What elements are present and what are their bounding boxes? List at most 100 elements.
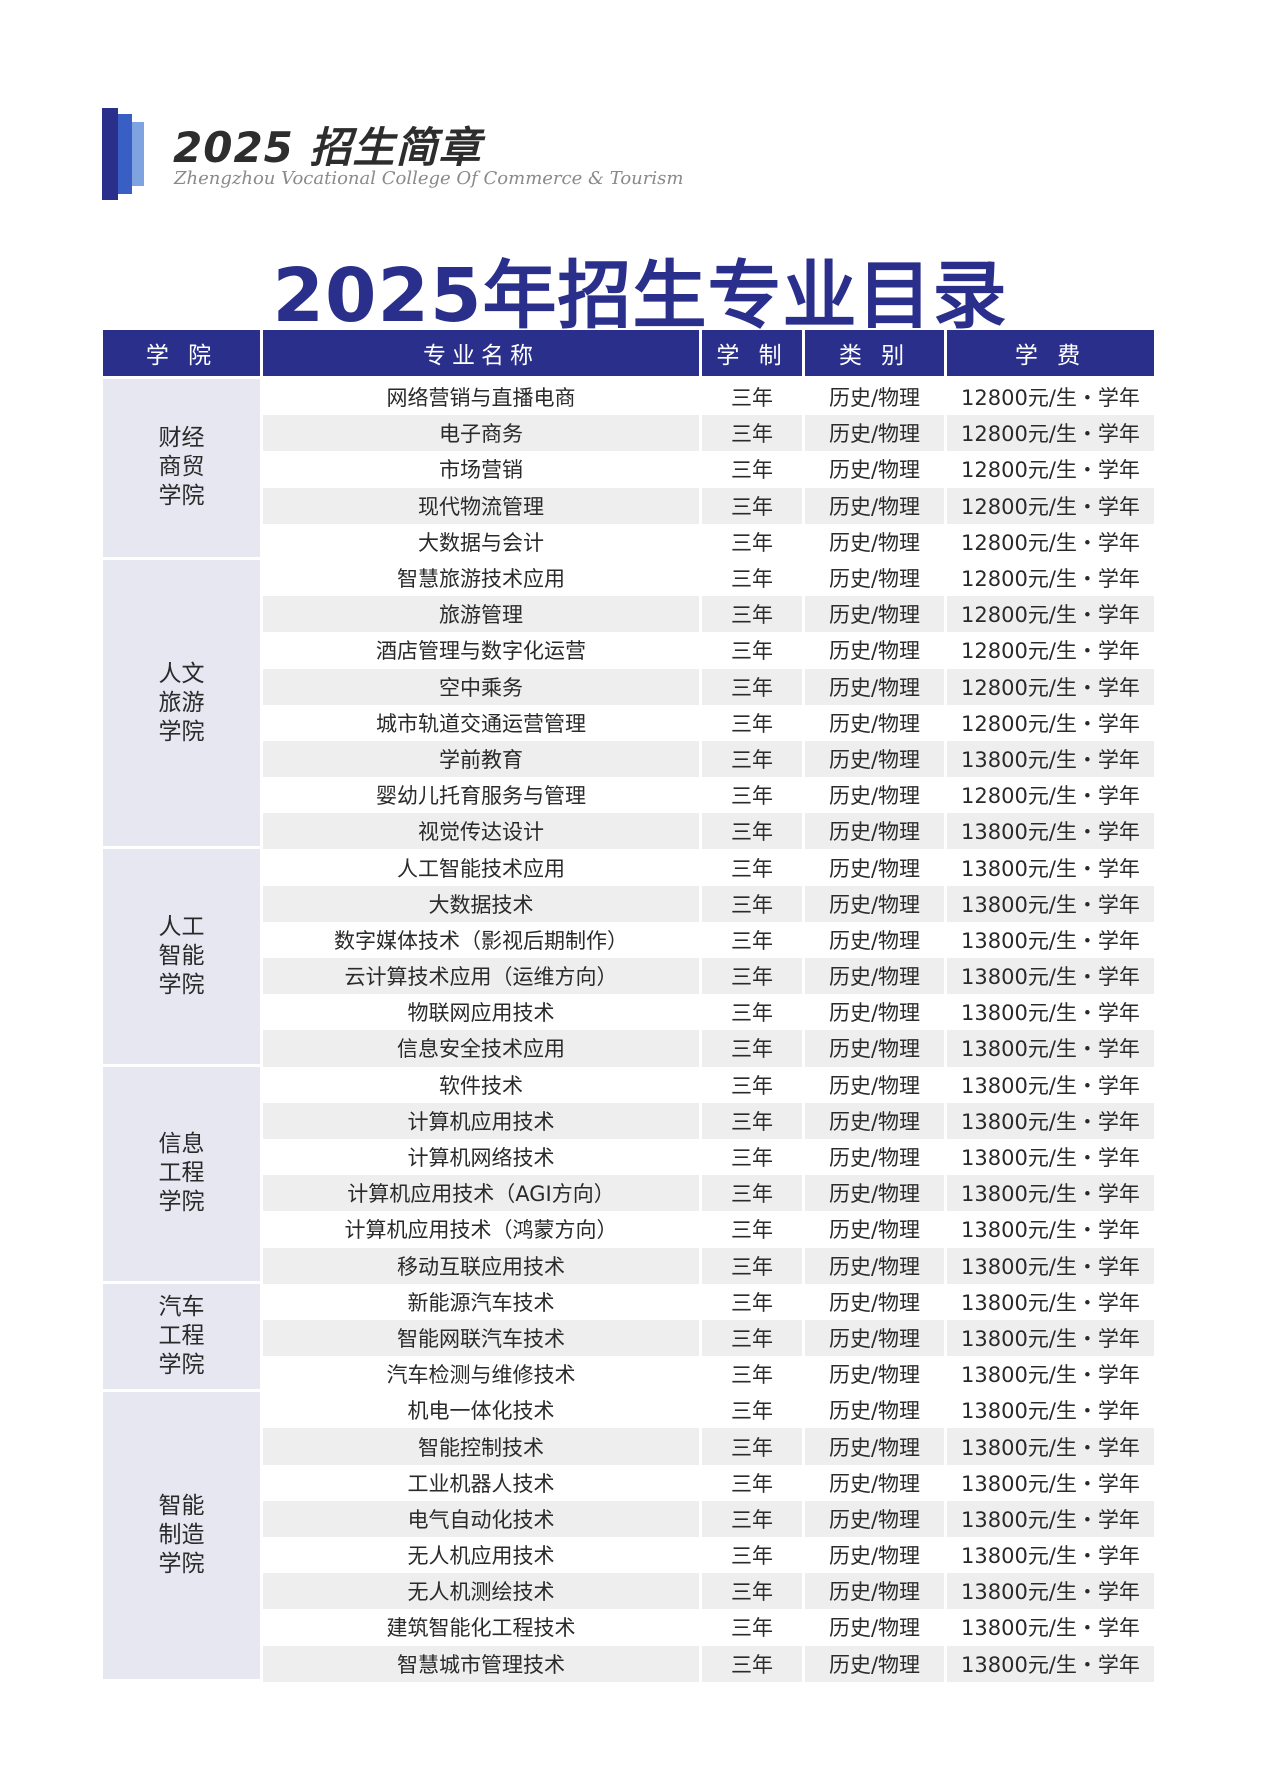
category-cell: 历史/物理 <box>828 530 921 555</box>
college-group: 汽车工程学院 新能源汽车技术 三年 历史/物理 13800元/生・学年 智能网联汽车技术三… <box>103 1283 1154 1393</box>
category-cell: 历史/物理 <box>805 813 944 850</box>
duration-cell: 三年 <box>702 1645 802 1682</box>
logo-bar-mid <box>118 114 132 194</box>
duration-cell: 三年 <box>702 487 802 524</box>
major-name-cell: 网络营销与直播电商 <box>386 386 576 411</box>
category-cell: 历史/物理 <box>828 928 921 953</box>
duration-cell: 三年 <box>702 740 802 778</box>
college-rows: 网络营销与直播电商 三年 历史/物理 12800元/生・学年 电子商务 三年 历史/物理 12… <box>263 379 1154 560</box>
tuition-cell: 13800元/生・学年 <box>961 1399 1140 1424</box>
major-name-cell: 建筑智能化工程技术 <box>386 1616 576 1641</box>
table-row: 智慧城市管理技术 三年 历史/物理 13800元/生・学年 <box>263 1645 1154 1682</box>
table-row: 大数据与会计 三年 历史/物理 12800元/生・学年 <box>263 524 1154 560</box>
college-name: 人工智能学院 <box>158 914 205 998</box>
college-rows: 软件技术 三年 历史/物理 13800元/生・学年 计算机应用技术 三年 历史/物理 1380… <box>263 1067 1154 1284</box>
duration-cell: 三年 <box>731 1290 773 1315</box>
major-name-cell: 智慧旅游技术应用 <box>397 567 565 592</box>
table-row: 旅游管理 三年 历史/物理 12800元/生・学年 <box>263 596 1154 633</box>
tuition-cell: 12800元/生・学年 <box>961 458 1140 483</box>
duration-cell: 三年 <box>731 1399 773 1424</box>
major-name-cell: 智能网联汽车技术 <box>263 1319 699 1357</box>
college-group: 人工智能学院 人工智能技术应用 三年 历史/物理 13800元/生・学年 大数据技术 三年历… <box>103 849 1154 1067</box>
table-header: 学 院 专业名称 学 制 类 别 学 费 <box>103 330 1154 376</box>
category-cell: 历史/物理 <box>805 1500 944 1537</box>
major-name-cell: 机电一体化技术 <box>407 1399 555 1424</box>
tuition-cell: 13800元/生・学年 <box>961 1146 1140 1171</box>
tuition-cell: 13800元/生・学年 <box>947 885 1154 922</box>
logo-bar-light <box>132 122 144 186</box>
category-cell: 历史/物理 <box>805 1175 944 1212</box>
tuition-cell: 12800元/生・学年 <box>947 415 1154 452</box>
duration-cell: 三年 <box>731 458 773 483</box>
tuition-cell: 13800元/生・学年 <box>947 1428 1154 1465</box>
tuition-cell: 13800元/生・学年 <box>961 1001 1140 1026</box>
duration-cell: 三年 <box>702 885 802 922</box>
duration-cell: 三年 <box>731 1616 773 1641</box>
table-body: 财经商贸学院 网络营销与直播电商 三年 历史/物理 12800元/生・学年 电子商务 三年历… <box>103 379 1154 1682</box>
college-cell: 智能制造学院 <box>103 1392 260 1679</box>
logo-bar-dark <box>102 108 118 200</box>
tuition-cell: 13800元/生・学年 <box>947 1319 1154 1357</box>
page-title: 2025年招生专业目录 <box>272 253 1008 339</box>
duration-cell: 三年 <box>702 958 802 995</box>
major-catalog-table: 学 院 专业名称 学 制 类 别 学 费 财经商贸学院 网络营销与直播电商 三年 历史… <box>103 330 1154 1682</box>
category-cell: 历史/物理 <box>828 711 921 736</box>
category-cell: 历史/物理 <box>828 1290 921 1315</box>
table-row: 智慧旅游技术应用 三年 历史/物理 12800元/生・学年 <box>263 560 1154 596</box>
tuition-cell: 12800元/生・学年 <box>961 530 1140 555</box>
category-cell: 历史/物理 <box>805 1030 944 1067</box>
tuition-cell: 12800元/生・学年 <box>961 567 1140 592</box>
category-cell: 历史/物理 <box>805 1102 944 1139</box>
table-row: 视觉传达设计 三年 历史/物理 13800元/生・学年 <box>263 813 1154 850</box>
table-row: 网络营销与直播电商 三年 历史/物理 12800元/生・学年 <box>263 379 1154 415</box>
table-row: 机电一体化技术 三年 历史/物理 13800元/生・学年 <box>263 1392 1154 1428</box>
table-row: 空中乘务 三年 历史/物理 12800元/生・学年 <box>263 668 1154 705</box>
major-name-cell: 计算机网络技术 <box>407 1146 555 1171</box>
brand-subtitle: Zhengzhou Vocational College Of Commerce… <box>174 168 684 189</box>
duration-cell: 三年 <box>731 1471 773 1496</box>
duration-cell: 三年 <box>702 596 802 633</box>
tuition-cell: 12800元/生・学年 <box>947 596 1154 633</box>
category-cell: 历史/物理 <box>805 740 944 778</box>
major-name-cell: 无人机应用技术 <box>407 1544 555 1569</box>
major-name-cell: 大数据与会计 <box>418 530 544 555</box>
major-name-cell: 视觉传达设计 <box>263 813 699 850</box>
duration-cell: 三年 <box>702 1319 802 1357</box>
major-name-cell: 无人机测绘技术 <box>263 1573 699 1610</box>
college-cell: 财经商贸学院 <box>103 379 260 557</box>
college-cell: 人文旅游学院 <box>103 559 260 847</box>
major-name-cell: 酒店管理与数字化运营 <box>376 639 586 664</box>
brand-title: 2025 招生简章 <box>173 123 482 172</box>
major-name-cell: 城市轨道交通运营管理 <box>376 711 586 736</box>
duration-cell: 三年 <box>702 668 802 705</box>
major-name-cell: 计算机应用技术（AGI方向） <box>263 1175 699 1212</box>
category-cell: 历史/物理 <box>828 1073 921 1098</box>
college-group: 信息工程学院 软件技术 三年 历史/物理 13800元/生・学年 计算机应用技术 三年 历史/… <box>103 1066 1154 1284</box>
duration-cell: 三年 <box>731 1001 773 1026</box>
tuition-cell: 13800元/生・学年 <box>947 1102 1154 1139</box>
table-row: 移动互联应用技术 三年 历史/物理 13800元/生・学年 <box>263 1247 1154 1284</box>
college-name: 人文旅游学院 <box>158 660 205 745</box>
tuition-cell: 13800元/生・学年 <box>961 1616 1140 1641</box>
tuition-cell: 13800元/生・学年 <box>947 740 1154 778</box>
category-cell: 历史/物理 <box>828 856 921 881</box>
table-row: 无人机测绘技术 三年 历史/物理 13800元/生・学年 <box>263 1573 1154 1610</box>
major-name-cell: 学前教育 <box>263 740 699 778</box>
duration-cell: 三年 <box>731 1544 773 1569</box>
college-group: 智能制造学院 机电一体化技术 三年 历史/物理 13800元/生・学年 智能控制技术 三年历… <box>103 1392 1154 1682</box>
header-category: 类 别 <box>805 330 944 376</box>
table-row: 智能控制技术 三年 历史/物理 13800元/生・学年 <box>263 1428 1154 1465</box>
category-cell: 历史/物理 <box>828 567 921 592</box>
college-cell: 人工智能学院 <box>103 849 260 1064</box>
table-row: 计算机网络技术 三年 历史/物理 13800元/生・学年 <box>263 1139 1154 1175</box>
college-name: 汽车工程学院 <box>158 1293 205 1378</box>
duration-cell: 三年 <box>702 1030 802 1067</box>
major-name-cell: 空中乘务 <box>263 668 699 705</box>
tuition-cell: 13800元/生・学年 <box>947 1573 1154 1610</box>
tuition-cell: 13800元/生・学年 <box>961 1471 1140 1496</box>
major-name-cell: 人工智能技术应用 <box>397 856 565 881</box>
major-name-cell: 软件技术 <box>439 1073 523 1098</box>
tuition-cell: 13800元/生・学年 <box>961 1073 1140 1098</box>
tuition-cell: 13800元/生・学年 <box>947 1030 1154 1067</box>
major-name-cell: 工业机器人技术 <box>407 1471 555 1496</box>
